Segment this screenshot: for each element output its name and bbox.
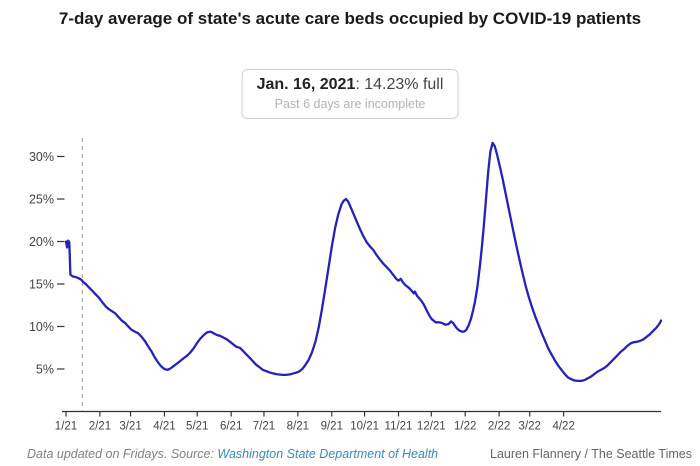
x-axis: 1/21 2/21 3/21 4/21 5/21 6/21 7/21 8/21 9/21 10/2… (55, 410, 661, 433)
covid-occupancy-line (64, 141, 663, 383)
svg-text:1/21: 1/21 (55, 421, 77, 433)
svg-text:1/22: 1/22 (454, 421, 476, 433)
svg-text:4/22: 4/22 (552, 421, 574, 433)
source-link[interactable]: Washington State Department of Health (217, 447, 439, 461)
hover-tooltip: Jan. 16, 2021: 14.23% full Past 6 days a… (241, 69, 459, 119)
svg-text:6/21: 6/21 (220, 421, 242, 433)
footer-source-note: Data updated on Fridays. Source: Washing… (27, 447, 438, 461)
tooltip-value: 14.23% full (364, 76, 444, 93)
svg-text:10%: 10% (29, 320, 54, 334)
svg-text:25%: 25% (29, 193, 54, 207)
svg-text:3/21: 3/21 (119, 421, 141, 433)
svg-text:20%: 20% (29, 235, 54, 249)
y-axis: 5% 10% 15% 20% 25% 30% (29, 150, 65, 377)
svg-text:7/21: 7/21 (253, 421, 275, 433)
svg-text:2/21: 2/21 (89, 421, 111, 433)
svg-text:11/21: 11/21 (385, 421, 413, 433)
svg-text:5%: 5% (36, 363, 54, 377)
svg-text:10/21: 10/21 (350, 421, 379, 433)
svg-text:15%: 15% (29, 278, 54, 292)
svg-text:4/21: 4/21 (153, 421, 175, 433)
svg-text:3/22: 3/22 (519, 421, 541, 433)
tooltip-date: Jan. 16, 2021 (256, 76, 356, 93)
tooltip-separator: : (355, 76, 365, 93)
svg-text:2/22: 2/22 (488, 421, 510, 433)
svg-text:12/21: 12/21 (417, 421, 446, 433)
tooltip-note: Past 6 days are incomplete (274, 97, 426, 111)
footer-updated-text: Data updated on Fridays. Source: (27, 447, 218, 461)
tooltip-value-line: Jan. 16, 2021: 14.23% full (257, 76, 444, 94)
svg-text:5/21: 5/21 (186, 421, 208, 433)
svg-text:8/21: 8/21 (287, 421, 309, 433)
footer-credit: Lauren Flannery / The Seattle Times (490, 447, 692, 461)
svg-text:30%: 30% (29, 150, 54, 164)
svg-text:9/21: 9/21 (321, 421, 343, 433)
page-title: 7-day average of state's acute care beds… (58, 9, 642, 28)
